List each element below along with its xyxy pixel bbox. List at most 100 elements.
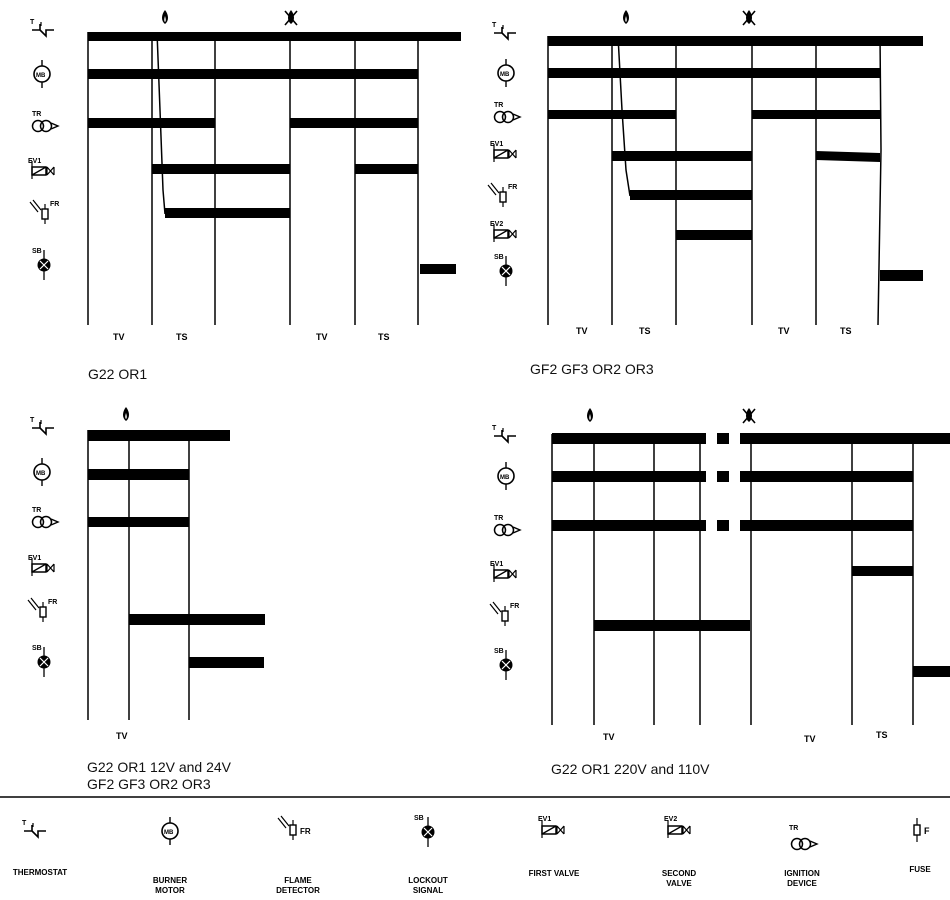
row-label: SB <box>494 254 504 261</box>
phase-label-tv: TV <box>603 732 615 742</box>
legend-tag: EV1 <box>538 816 551 823</box>
burner-motor-icon: MB <box>33 457 51 487</box>
phase-label-tv: TV <box>113 332 125 342</box>
timing-bars <box>548 36 923 281</box>
row-label: T <box>30 417 35 424</box>
legend-label-ignition-device: IGNITION DEVICE <box>770 869 834 889</box>
flame-detector-icon: FR <box>489 601 519 627</box>
row-label: MB <box>500 72 510 78</box>
legend-label-flame-detector: FLAME DETECTOR <box>266 876 330 896</box>
row-label: MB <box>36 471 46 477</box>
legend-icons: T MB FR SB EV1 EV2 TR F <box>22 815 930 851</box>
diagram-3: T MB TR EV1 FR SB <box>27 407 265 741</box>
row-label: SB <box>494 648 504 655</box>
row-label: T <box>492 425 497 432</box>
lockout-signal-icon: SB <box>494 648 514 681</box>
diagram-4: T MB TR EV1 FR SB <box>489 407 950 744</box>
flame-on-icon <box>587 408 593 422</box>
first-valve-icon: EV1 <box>538 816 565 839</box>
row-label: FR <box>510 603 519 610</box>
flame-on-icon <box>123 407 129 421</box>
timing-bars <box>88 430 265 668</box>
phase-label-tv: TV <box>778 326 790 336</box>
row-label: MB <box>36 73 46 79</box>
phase-label-ts: TS <box>639 326 651 336</box>
legend-tag: TR <box>789 825 798 832</box>
legend-label-second-valve: SECOND VALVE <box>647 869 711 889</box>
row-label: EV2 <box>490 221 503 228</box>
legend-label-line: FIRST VALVE <box>528 869 580 878</box>
first-valve-icon: EV1 <box>490 561 517 583</box>
row-label: T <box>30 19 35 26</box>
diagram-1-caption: G22 OR1 <box>88 366 148 382</box>
flame-on-icon <box>162 10 168 24</box>
row-label: SB <box>32 645 42 652</box>
phase-label-ts: TS <box>378 332 390 342</box>
phase-lines <box>551 434 914 725</box>
row-label: EV1 <box>490 561 503 568</box>
lockout-signal-icon: SB <box>414 815 436 848</box>
ignition-device-icon: TR <box>493 515 521 537</box>
timing-bars <box>552 433 950 677</box>
row-label: EV1 <box>490 141 503 148</box>
legend-tag: T <box>22 820 27 827</box>
second-valve-icon: EV2 <box>490 221 517 243</box>
phase-label-ts: TS <box>176 332 188 342</box>
phase-label-tv: TV <box>116 731 128 741</box>
phase-lines <box>547 35 882 326</box>
ignition-device-icon: TR <box>31 111 59 133</box>
burner-motor-icon: MB <box>497 58 515 88</box>
row-label: EV1 <box>28 158 41 165</box>
legend-label-line: SIGNAL <box>412 886 444 895</box>
legend-label-thermostat: THERMOSTAT <box>5 868 75 878</box>
legend-tag: SB <box>414 815 424 822</box>
timing-bars <box>88 32 461 274</box>
legend-label-line: DETECTOR <box>276 886 320 895</box>
legend-label-line: LOCKOUT <box>408 876 448 885</box>
burner-motor-icon: MB <box>497 461 515 491</box>
row-label: TR <box>494 515 503 522</box>
phase-labels: TV TS TV TS <box>113 332 390 342</box>
diagram-2-caption: GF2 GF3 OR2 OR3 <box>530 361 654 377</box>
lockout-signal-icon: SB <box>494 254 514 287</box>
phase-lines <box>87 31 419 325</box>
legend-label-line: VALVE <box>666 879 692 888</box>
legend-label-line: THERMOSTAT <box>12 868 68 877</box>
row-label: TR <box>494 102 503 109</box>
fuse-icon: F <box>913 817 930 843</box>
phase-label-tv: TV <box>804 734 816 744</box>
legend-label-line: DEVICE <box>787 879 817 888</box>
phase-label-ts: TS <box>840 326 852 336</box>
burner-motor-icon: MB <box>161 816 179 846</box>
lockout-signal-icon: SB <box>32 248 52 281</box>
phase-label-tv: TV <box>576 326 588 336</box>
thermostat-icon: T <box>492 22 517 40</box>
row-label: TR <box>32 507 41 514</box>
thermostat-icon: T <box>492 425 517 443</box>
row-label: TR <box>32 111 41 118</box>
thermostat-icon: T <box>30 417 55 435</box>
row-label: FR <box>48 599 57 606</box>
legend-label-first-valve: FIRST VALVE <box>519 869 589 879</box>
legend-label-line: FLAME <box>284 876 312 885</box>
legend-tag: F <box>924 826 930 836</box>
ignition-device-icon: TR <box>493 102 521 124</box>
legend-label-fuse: FUSE <box>900 865 940 875</box>
thermostat-icon: T <box>30 19 55 37</box>
legend-label-line: SECOND <box>661 869 697 878</box>
legend-label-lockout-signal: LOCKOUT SIGNAL <box>396 876 460 896</box>
diagram-3-caption-line-1: G22 OR1 12V and 24V <box>87 759 231 775</box>
legend-label-line: BURNER <box>152 876 188 885</box>
row-label: T <box>492 22 497 29</box>
first-valve-icon: EV1 <box>490 141 517 163</box>
phase-label-tv: TV <box>316 332 328 342</box>
phase-labels: TV TS TV TS <box>576 326 852 336</box>
lockout-signal-icon: SB <box>32 645 52 678</box>
ignition-device-icon: TR <box>789 825 818 851</box>
second-valve-icon: EV2 <box>664 816 691 839</box>
row-label: FR <box>508 184 517 191</box>
legend-tag: FR <box>300 827 311 836</box>
legend-label-burner-motor: BURNER MOTOR <box>138 876 202 896</box>
diagram-3-caption-line-2: GF2 GF3 OR2 OR3 <box>87 776 211 792</box>
